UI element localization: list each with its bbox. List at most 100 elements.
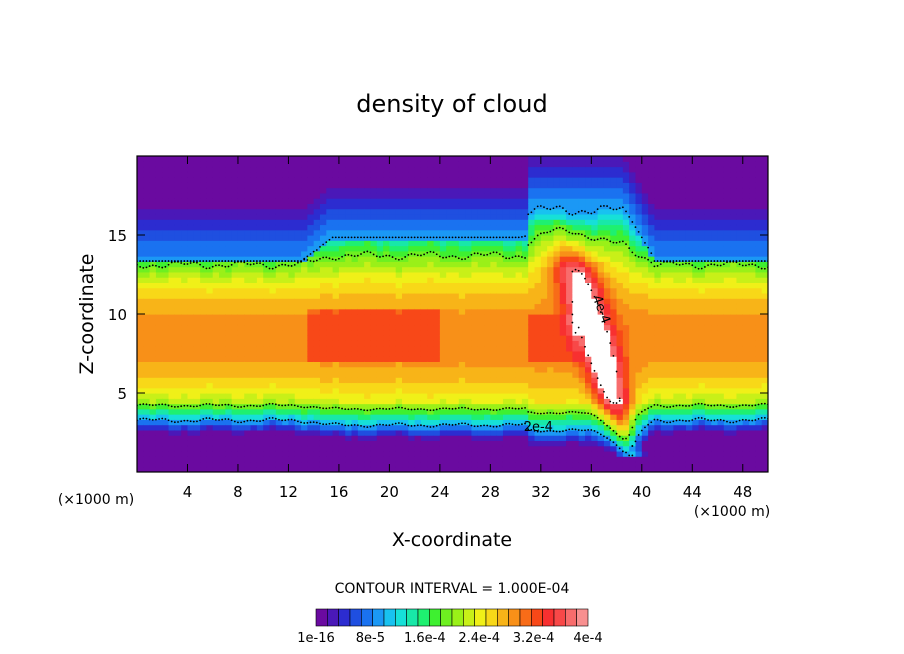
field-cell <box>458 398 466 405</box>
field-cell <box>364 393 372 399</box>
field-cell <box>395 456 403 463</box>
field-cell <box>420 424 428 431</box>
field-cell <box>616 166 624 173</box>
field-cell <box>509 177 517 183</box>
field-cell <box>572 466 580 472</box>
field-cell <box>301 171 308 178</box>
field-cell <box>408 398 416 405</box>
field-cell <box>603 393 611 399</box>
field-cell <box>275 450 283 457</box>
field-cell <box>332 324 340 331</box>
field-cell <box>585 435 592 441</box>
field-cell <box>427 303 435 310</box>
field-cell <box>187 250 195 257</box>
field-cell <box>660 408 668 415</box>
field-cell <box>578 266 586 273</box>
field-cell <box>578 403 586 410</box>
field-cell <box>547 235 555 241</box>
field-cell <box>155 414 163 420</box>
field-cell <box>591 282 599 289</box>
field-cell <box>465 213 473 220</box>
field-cell <box>408 435 416 441</box>
field-cell <box>263 429 271 436</box>
field-cell <box>383 345 390 352</box>
field-cell <box>162 213 170 220</box>
field-cell <box>187 261 195 268</box>
field-cell <box>364 414 372 420</box>
field-cell <box>477 329 485 336</box>
field-cell <box>616 356 624 362</box>
field-cell <box>603 440 611 447</box>
field-cell <box>294 345 302 352</box>
field-cell <box>370 350 378 357</box>
field-cell <box>452 393 460 399</box>
field-cell <box>515 387 523 394</box>
field-cell <box>149 229 157 236</box>
field-cell <box>307 166 315 173</box>
field-cell <box>383 308 390 315</box>
field-cell <box>307 229 315 236</box>
field-cell <box>641 256 649 262</box>
field-cell <box>168 287 176 294</box>
field-cell <box>559 245 567 252</box>
field-cell <box>155 303 163 310</box>
field-cell <box>383 198 390 204</box>
field-cell <box>282 345 290 352</box>
field-cell <box>288 177 296 183</box>
field-cell <box>338 456 346 463</box>
field-cell <box>408 266 416 273</box>
field-cell <box>585 403 592 410</box>
field-cell <box>515 161 523 168</box>
field-cell <box>168 198 176 204</box>
field-cell <box>282 361 290 368</box>
field-cell <box>566 382 573 389</box>
field-cell <box>622 303 630 310</box>
field-cell <box>351 440 359 447</box>
field-cell <box>351 335 359 341</box>
field-cell <box>572 208 580 215</box>
field-cell <box>641 213 649 220</box>
field-cell <box>402 224 409 231</box>
field-cell <box>528 203 536 210</box>
field-cell <box>635 245 643 252</box>
field-cell <box>155 308 163 315</box>
field-cell <box>566 156 573 162</box>
field-cell <box>528 414 536 420</box>
field-cell <box>458 182 466 189</box>
field-cell <box>143 213 151 220</box>
field-cell <box>345 440 353 447</box>
field-cell <box>162 177 170 183</box>
field-cell <box>376 213 384 220</box>
field-cell <box>219 350 226 357</box>
field-cell <box>250 366 258 373</box>
field-cell <box>433 382 441 389</box>
field-cell <box>534 187 542 194</box>
field-cell <box>629 408 637 415</box>
field-cell <box>206 461 214 468</box>
field-cell <box>521 350 529 357</box>
field-cell <box>591 408 599 415</box>
field-cell <box>288 171 296 178</box>
field-cell <box>143 182 151 189</box>
field-cell <box>433 182 441 189</box>
field-cell <box>137 277 144 283</box>
field-cell <box>528 303 536 310</box>
field-cell <box>137 240 144 247</box>
field-cell <box>137 266 144 273</box>
field-cell <box>509 387 517 394</box>
field-cell <box>364 440 372 447</box>
field-cell <box>420 387 428 394</box>
field-cell <box>534 224 542 231</box>
field-cell <box>187 240 195 247</box>
field-cell <box>288 303 296 310</box>
field-cell <box>282 213 290 220</box>
field-cell <box>143 224 151 231</box>
field-cell <box>540 287 548 294</box>
field-cell <box>591 461 599 468</box>
field-cell <box>155 371 163 378</box>
field-cell <box>610 250 618 257</box>
field-cell <box>635 203 643 210</box>
field-cell <box>294 192 302 199</box>
field-cell <box>225 177 233 183</box>
field-cell <box>629 319 637 326</box>
